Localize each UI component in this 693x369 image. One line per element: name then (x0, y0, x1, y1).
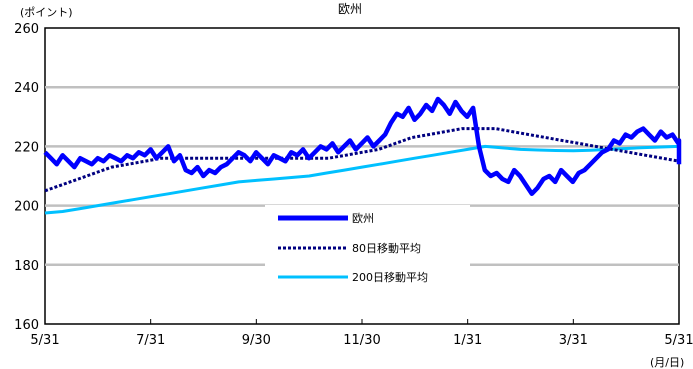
y-tick-labels: 160 180 200 220 240 260 (14, 22, 39, 333)
legend: 欧州 80日移動平均 200日移動平均 (265, 205, 470, 291)
x-tick-label: 9/30 (242, 333, 271, 348)
x-tick-label: 3/31 (559, 333, 588, 348)
legend-label-series-3: 200日移動平均 (352, 270, 428, 284)
x-tick-labels: 5/31 7/31 9/30 11/30 1/31 3/31 5/31 (30, 319, 693, 348)
y-tick-label: 240 (14, 81, 39, 96)
series-line-3 (44, 144, 679, 215)
chart-title: 欧州 (338, 2, 362, 16)
x-tick-label: 11/30 (343, 333, 380, 348)
y-tick-label: 260 (14, 22, 39, 37)
y-axis-label: (ポイント) (20, 6, 73, 19)
legend-label-series-1: 欧州 (352, 212, 374, 225)
x-tick-label: 5/31 (30, 333, 59, 348)
series-lines (43, 96, 682, 215)
y-tick-label: 180 (14, 259, 39, 274)
y-tick-label: 200 (14, 200, 39, 215)
y-tick-label: 220 (14, 140, 39, 155)
legend-label-series-2: 80日移動平均 (352, 241, 421, 255)
series-line-1 (43, 96, 682, 197)
x-tick-label: 7/31 (136, 333, 165, 348)
x-axis-label: (月/日) (650, 356, 684, 369)
x-tick-label: 1/31 (453, 333, 482, 348)
series-line-2 (44, 127, 680, 193)
y-tick-label: 160 (14, 318, 39, 333)
x-tick-label: 5/31 (664, 333, 693, 348)
